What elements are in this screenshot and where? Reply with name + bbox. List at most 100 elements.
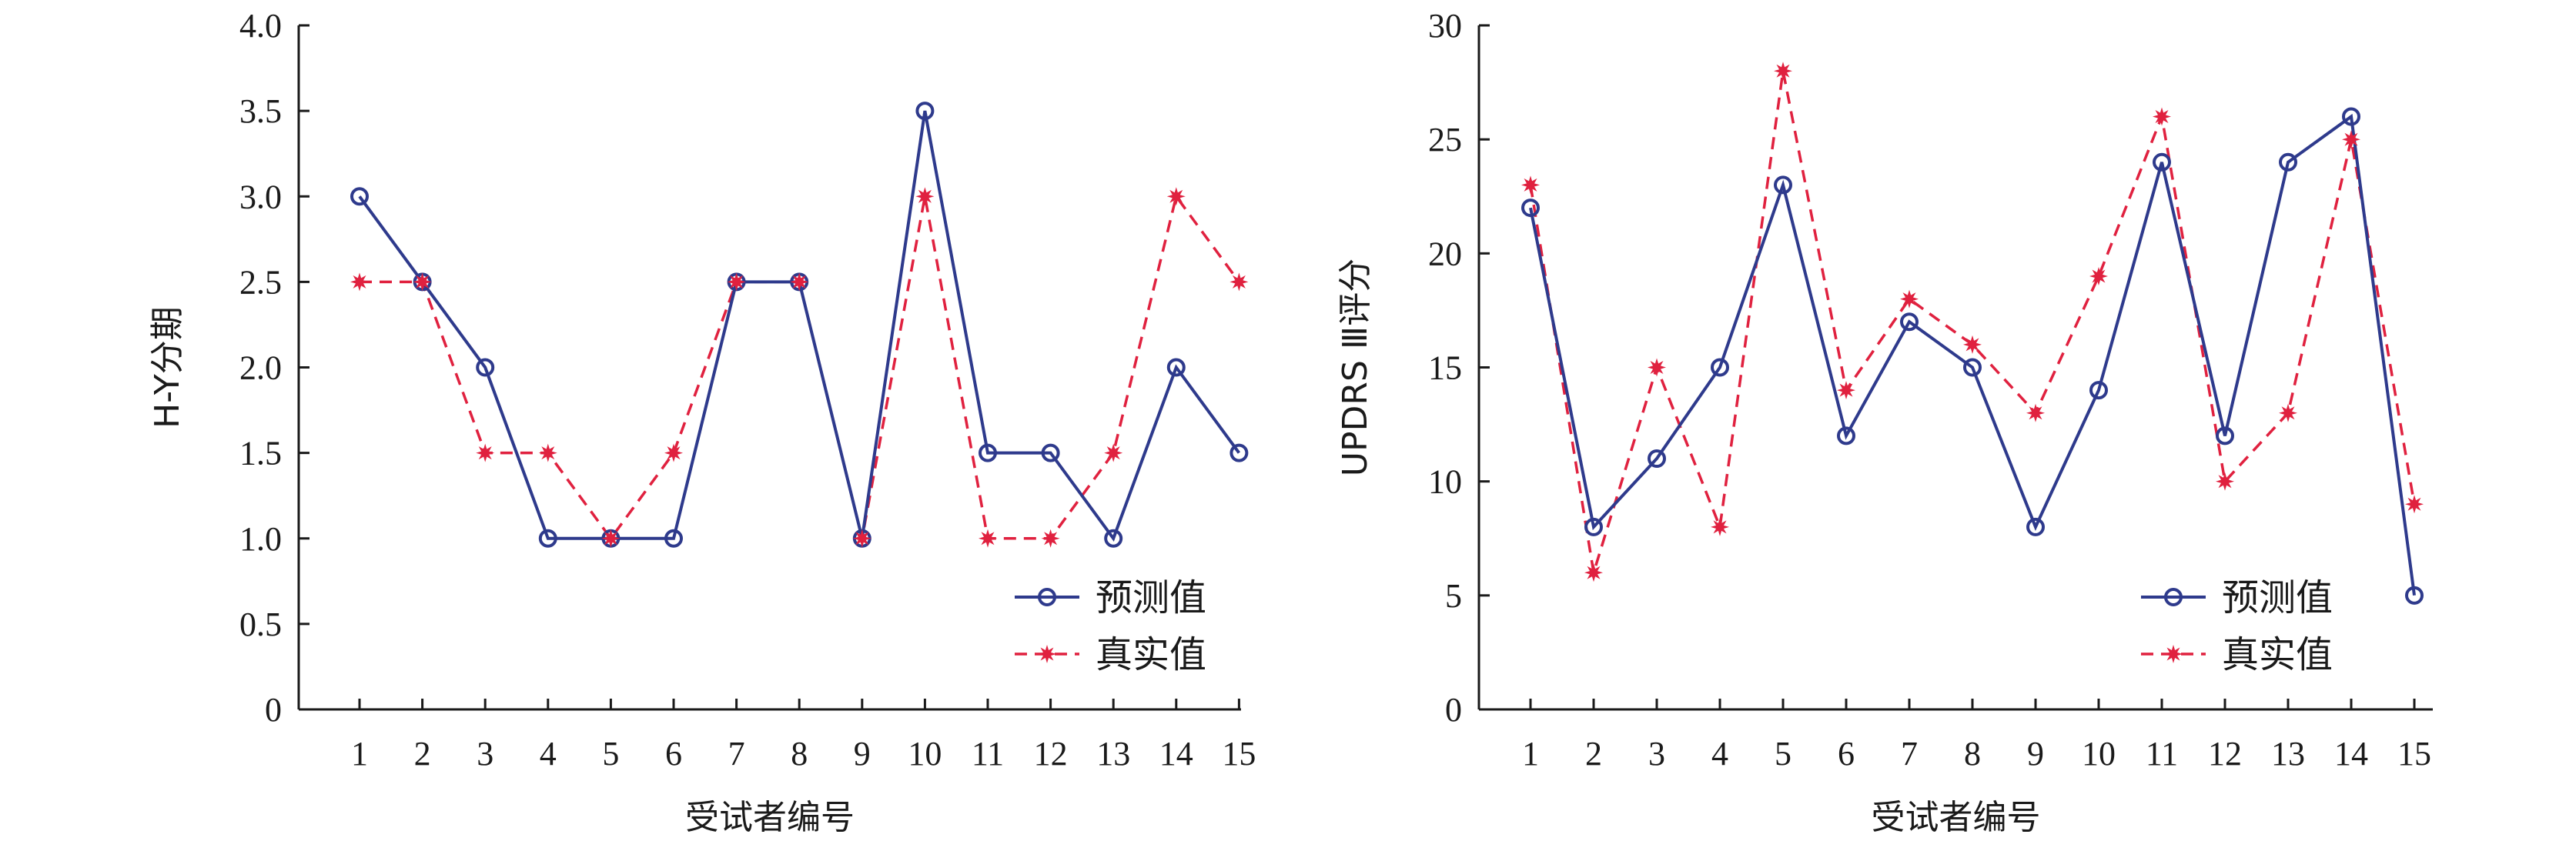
predicted-point xyxy=(476,358,495,377)
actual-point xyxy=(1900,289,1919,309)
actual-point xyxy=(2216,472,2234,491)
y-tick-label: 2.0 xyxy=(239,349,282,387)
x-tick-label: 15 xyxy=(1222,735,1256,773)
predicted-point xyxy=(2153,152,2171,172)
x-tick-label: 5 xyxy=(1775,735,1791,773)
y-tick-label: 1.5 xyxy=(239,435,282,472)
y-tick-label: 0 xyxy=(265,691,282,729)
actual-point xyxy=(790,272,809,292)
x-tick-label: 12 xyxy=(2208,735,2242,773)
actual-point xyxy=(664,443,683,462)
y-tick-label: 20 xyxy=(1428,235,1462,272)
actual-point xyxy=(2089,267,2108,285)
legend-predicted-marker xyxy=(2164,588,2183,606)
x-tick-label: 8 xyxy=(1964,735,1981,773)
legend-actual-marker xyxy=(2164,645,2183,663)
x-tick-label: 1 xyxy=(351,735,368,773)
actual-point xyxy=(2279,403,2297,422)
y-tick-label: 1.0 xyxy=(239,520,282,558)
y-tick-label: 30 xyxy=(1428,7,1462,45)
x-tick-label: 6 xyxy=(1838,735,1855,773)
y-tick-label: 4.0 xyxy=(239,7,282,45)
actual-point xyxy=(1837,381,1855,400)
x-axis-title: 受试者编号 xyxy=(685,798,855,837)
predicted-point xyxy=(979,443,997,462)
actual-point xyxy=(413,272,432,292)
predicted-point xyxy=(2342,107,2360,126)
actual-point xyxy=(2342,130,2360,149)
legend-actual-label: 真实值 xyxy=(1096,633,1206,676)
predicted-point xyxy=(1900,312,1919,332)
actual-point xyxy=(1774,62,1792,81)
y-tick-label: 15 xyxy=(1428,349,1462,387)
predicted-point xyxy=(1521,199,1540,218)
x-tick-label: 15 xyxy=(2397,735,2431,773)
x-tick-label: 10 xyxy=(908,735,942,773)
predicted-point xyxy=(1104,529,1123,548)
predicted-point xyxy=(1041,443,1060,462)
y-tick-label: 2.5 xyxy=(239,263,282,301)
x-tick-label: 1 xyxy=(1522,735,1539,773)
x-tick-label: 5 xyxy=(602,735,619,773)
x-tick-label: 14 xyxy=(2334,735,2368,773)
actual-point xyxy=(476,443,495,462)
y-tick-label: 0.5 xyxy=(239,606,282,643)
actual-point xyxy=(1166,187,1186,206)
y-axis-title: H-Y分期 xyxy=(148,306,187,429)
actual-point xyxy=(2405,495,2424,514)
actual-point xyxy=(601,529,621,548)
y-tick-label: 3.0 xyxy=(239,178,282,215)
y-tick-label: 10 xyxy=(1428,463,1462,501)
legend-predicted-label: 预测值 xyxy=(2222,576,2333,619)
actual-point xyxy=(1104,443,1123,462)
legend-predicted-marker xyxy=(1038,588,1056,606)
x-tick-label: 9 xyxy=(854,735,871,773)
series-actual-line xyxy=(1529,70,2416,573)
predicted-point xyxy=(1963,358,1982,377)
y-tick-label: 25 xyxy=(1428,121,1462,159)
x-tick-label: 13 xyxy=(2271,735,2305,773)
actual-point xyxy=(1229,272,1249,292)
y-axis-title: UPDRS Ⅲ评分 xyxy=(1336,259,1375,476)
x-tick-label: 13 xyxy=(1096,735,1130,773)
x-tick-label: 7 xyxy=(1901,735,1918,773)
legend-actual-label: 真实值 xyxy=(2222,633,2333,676)
x-tick-label: 3 xyxy=(477,735,493,773)
predicted-point xyxy=(1837,426,1855,446)
actual-point xyxy=(1963,335,1982,354)
x-tick-label: 11 xyxy=(2146,735,2178,773)
y-tick-label: 0 xyxy=(1445,691,1462,729)
actual-point xyxy=(1711,517,1729,536)
actual-point xyxy=(915,187,935,206)
predicted-point xyxy=(350,187,369,206)
x-tick-label: 2 xyxy=(414,735,431,773)
x-tick-label: 14 xyxy=(1159,735,1193,773)
x-axis-title: 受试者编号 xyxy=(1872,798,2041,837)
predicted-point xyxy=(1584,517,1603,536)
y-tick-label: 3.5 xyxy=(239,92,282,130)
x-tick-label: 10 xyxy=(2082,735,2116,773)
x-tick-label: 12 xyxy=(1034,735,1068,773)
predicted-point xyxy=(1648,449,1666,469)
x-tick-label: 4 xyxy=(540,735,557,773)
series-predicted-line xyxy=(1529,113,2416,596)
actual-point xyxy=(1648,358,1666,377)
series-predicted-line xyxy=(358,110,1241,542)
legend-actual-marker xyxy=(1038,645,1056,663)
predicted-point xyxy=(1166,358,1186,377)
actual-point xyxy=(1521,175,1540,195)
predicted-point xyxy=(2279,152,2297,172)
x-tick-label: 7 xyxy=(728,735,745,773)
actual-point xyxy=(2026,403,2045,422)
actual-point xyxy=(538,443,557,462)
x-tick-label: 8 xyxy=(791,735,808,773)
legend-predicted-label: 预测值 xyxy=(1096,576,1206,619)
x-tick-label: 4 xyxy=(1711,735,1728,773)
x-tick-label: 3 xyxy=(1648,735,1665,773)
predicted-point xyxy=(2405,586,2424,605)
predicted-point xyxy=(2089,381,2108,400)
actual-point xyxy=(2153,107,2171,126)
x-tick-label: 11 xyxy=(972,735,1004,773)
